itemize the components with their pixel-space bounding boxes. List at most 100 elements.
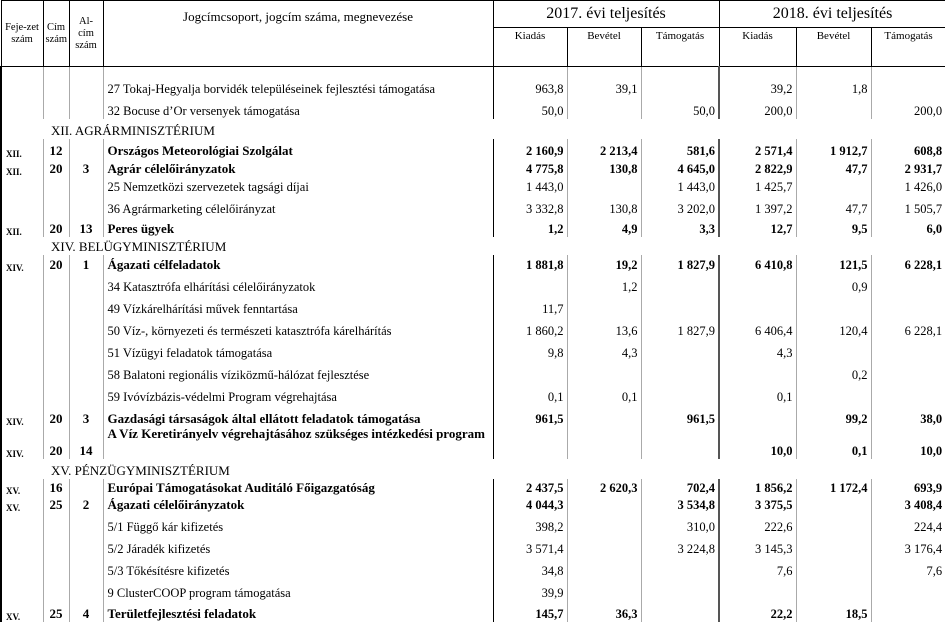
value-tamogatas-2017: 3 202,0	[641, 195, 719, 217]
cim-cell	[43, 195, 69, 217]
value-bevetel-2018: 47,7	[796, 195, 871, 217]
value-kiadas-2017: 11,7	[493, 295, 567, 317]
value-tamogatas-2018: 6 228,1	[871, 317, 945, 339]
name-cell: Agrár célelőirányzatok	[103, 159, 493, 177]
value-tamogatas-2018: 6,0	[871, 217, 945, 237]
value-kiadas-2018: 12,7	[719, 217, 796, 237]
value-kiadas-2018: 2 571,4	[719, 139, 796, 159]
table-row: 50 Víz-, környezeti és természeti katasz…	[1, 317, 945, 339]
value-tamogatas-2018: 7,6	[871, 557, 945, 579]
value-kiadas-2018	[719, 361, 796, 383]
name-cell: Peres ügyek	[103, 217, 493, 237]
value-kiadas-2017: 4 775,8	[493, 159, 567, 177]
value-kiadas-2017	[493, 361, 567, 383]
spacer-cell	[493, 67, 567, 76]
fejezet-cell	[1, 339, 43, 361]
value-tamogatas-2018	[871, 383, 945, 405]
value-bevetel-2017: 0,1	[567, 383, 641, 405]
value-tamogatas-2017: 1 827,9	[641, 317, 719, 339]
alcim-cell: 4	[69, 601, 103, 622]
section-title: XIV. BELÜGYMINISZTÉRIUM	[43, 237, 945, 255]
spacer-cell	[103, 67, 493, 76]
value-tamogatas-2018	[871, 361, 945, 383]
cim-cell	[43, 557, 69, 579]
value-kiadas-2017: 39,9	[493, 579, 567, 601]
cim-cell	[43, 97, 69, 119]
value-tamogatas-2018: 1 426,0	[871, 177, 945, 195]
value-bevetel-2017: 1,2	[567, 273, 641, 295]
name-cell: 49 Vízkárelhárítási művek fenntartása	[103, 295, 493, 317]
value-bevetel-2017	[567, 427, 641, 459]
value-tamogatas-2017: 1 443,0	[641, 177, 719, 195]
spacer-cell	[796, 67, 871, 76]
spacer-cell	[719, 67, 796, 76]
value-bevetel-2018: 1 912,7	[796, 139, 871, 159]
alcim-cell	[69, 139, 103, 159]
value-bevetel-2017	[567, 557, 641, 579]
fejezet-cell	[1, 75, 43, 97]
value-kiadas-2018: 200,0	[719, 97, 796, 119]
value-bevetel-2017: 39,1	[567, 75, 641, 97]
header-alcim: Al-cím szám	[69, 1, 103, 67]
header-2018-tamogatas: Támogatás	[871, 28, 945, 67]
section-row: XV. PÉNZÜGYMINISZTÉRIUM	[1, 459, 945, 479]
value-bevetel-2018	[796, 513, 871, 535]
value-bevetel-2018	[796, 579, 871, 601]
value-kiadas-2017: 50,0	[493, 97, 567, 119]
value-tamogatas-2018: 608,8	[871, 139, 945, 159]
cim-cell	[43, 579, 69, 601]
value-kiadas-2017: 1,2	[493, 217, 567, 237]
value-kiadas-2018: 39,2	[719, 75, 796, 97]
value-bevetel-2017: 130,8	[567, 195, 641, 217]
header-2018-bevetel: Bevétel	[796, 28, 871, 67]
value-kiadas-2018	[719, 295, 796, 317]
spacer-cell	[641, 67, 719, 76]
cim-cell	[43, 273, 69, 295]
value-bevetel-2017: 130,8	[567, 159, 641, 177]
table-header: Feje-zet szám Cím szám Al-cím szám Jogcí…	[1, 1, 945, 67]
name-cell: 9 ClusterCOOP program támogatása	[103, 579, 493, 601]
fejezet-cell: XII.	[1, 217, 43, 237]
fejezet-cell	[1, 97, 43, 119]
cim-cell	[43, 177, 69, 195]
value-bevetel-2018: 18,5	[796, 601, 871, 622]
cim-cell	[43, 513, 69, 535]
value-kiadas-2017: 1 443,0	[493, 177, 567, 195]
value-kiadas-2018: 3 375,5	[719, 496, 796, 513]
value-tamogatas-2018: 1 505,7	[871, 195, 945, 217]
alcim-cell: 14	[69, 427, 103, 459]
value-tamogatas-2018	[871, 601, 945, 622]
alcim-cell	[69, 479, 103, 496]
value-bevetel-2017	[567, 535, 641, 557]
fejezet-cell	[1, 383, 43, 405]
value-bevetel-2018	[796, 97, 871, 119]
name-cell: Európai Támogatásokat Auditáló Főigazgat…	[103, 479, 493, 496]
header-year-2018: 2018. évi teljesítés	[719, 1, 945, 28]
value-bevetel-2017	[567, 579, 641, 601]
alcim-cell	[69, 513, 103, 535]
header-2017-kiadas: Kiadás	[493, 28, 567, 67]
spacer-cell	[1, 67, 43, 76]
alcim-cell	[69, 177, 103, 195]
value-tamogatas-2017	[641, 295, 719, 317]
fejezet-cell: XV.	[1, 479, 43, 496]
value-kiadas-2018: 1 856,2	[719, 479, 796, 496]
value-tamogatas-2017	[641, 339, 719, 361]
name-cell: 27 Tokaj-Hegyalja borvidék településeine…	[103, 75, 493, 97]
value-kiadas-2018: 22,2	[719, 601, 796, 622]
name-cell: A Víz Keretirányelv végrehajtásához szük…	[103, 427, 493, 459]
value-kiadas-2017: 0,1	[493, 383, 567, 405]
cim-cell	[43, 295, 69, 317]
header-2018-kiadas: Kiadás	[719, 28, 796, 67]
value-bevetel-2017	[567, 496, 641, 513]
name-cell: 59 Ivóvízbázis-védelmi Program végrehajt…	[103, 383, 493, 405]
fejezet-cell: XIV.	[1, 405, 43, 427]
